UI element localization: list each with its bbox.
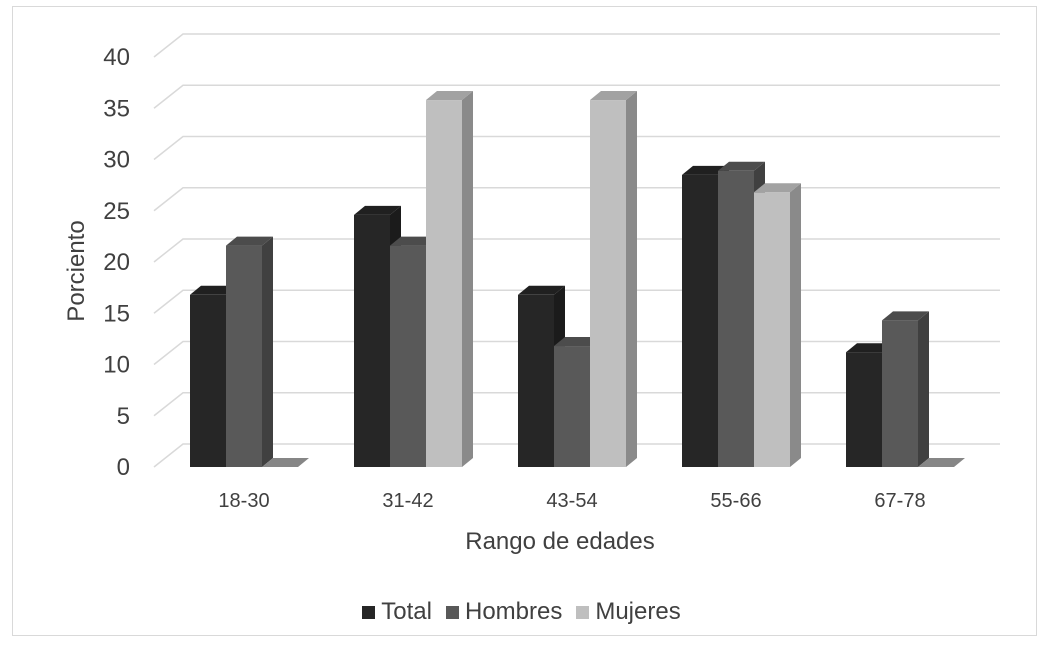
- x-tick-label: 55-66: [710, 490, 761, 512]
- bar-hombres-18-30: [226, 236, 273, 467]
- bars: [190, 91, 965, 468]
- bar-front: [846, 352, 882, 467]
- legend-label-mujeres: Mujeres: [595, 598, 681, 625]
- bar-side: [462, 91, 473, 468]
- legend-label-hombres: Hombres: [464, 598, 563, 625]
- x-tick-label: 43-54: [546, 490, 597, 512]
- bar-front: [682, 174, 718, 467]
- bar-front: [426, 100, 462, 468]
- y-tick-label: 5: [117, 403, 130, 430]
- bar-top: [682, 165, 729, 175]
- gridline: [153, 135, 1000, 161]
- bar-top: [718, 161, 765, 171]
- bar-hombres-67-78: [882, 311, 929, 467]
- x-tick-label: 31-42: [382, 490, 433, 512]
- bar-mujeres-67-78: [918, 458, 965, 467]
- legend-swatch-total: [362, 605, 376, 619]
- bar-mujeres-31-42: [426, 91, 473, 468]
- bar-zero: [918, 458, 965, 467]
- gridline: [153, 289, 1000, 314]
- legend-label-total: Total: [381, 598, 432, 625]
- bar-front: [882, 320, 918, 467]
- legend-item-mujeres: Mujeres: [576, 598, 681, 626]
- bar-top: [754, 183, 801, 193]
- bar-top: [554, 337, 601, 347]
- bar-front: [354, 214, 390, 467]
- bar-front: [226, 245, 262, 467]
- bar-mujeres-18-30: [262, 458, 309, 467]
- bar-top: [518, 285, 565, 295]
- legend-item-total: Total: [362, 598, 432, 626]
- bar-top: [190, 285, 237, 295]
- bar-top: [354, 205, 401, 215]
- bar-front: [590, 100, 626, 468]
- x-axis-label: Rango de edades: [465, 528, 655, 555]
- y-axis-ticks: 0 5 10 15 20 25 30 35 40: [103, 44, 130, 481]
- bar-top: [590, 91, 637, 101]
- y-tick-label: 25: [103, 198, 130, 225]
- y-tick-label: 20: [103, 249, 130, 276]
- bar-front: [190, 294, 226, 467]
- bar-front: [718, 170, 754, 467]
- gridline: [153, 84, 1000, 109]
- bar-top: [426, 91, 473, 101]
- bar-top: [882, 311, 929, 321]
- legend: Total Hombres Mujeres: [0, 598, 1043, 626]
- bar-side: [626, 91, 637, 468]
- x-tick-label: 67-78: [874, 490, 925, 512]
- y-tick-label: 0: [117, 454, 130, 481]
- bar-zero: [262, 458, 309, 467]
- gridline: [153, 238, 1000, 263]
- y-tick-label: 35: [103, 95, 130, 122]
- bar-top: [846, 343, 893, 353]
- bar-front: [754, 192, 790, 468]
- bar-front: [390, 245, 426, 467]
- bar-mujeres-55-66: [754, 183, 801, 468]
- bar-front: [554, 346, 590, 467]
- legend-swatch-hombres: [445, 605, 459, 619]
- y-tick-label: 10: [103, 352, 130, 379]
- y-axis-label: Porciento: [63, 220, 90, 321]
- bar-side: [262, 236, 273, 467]
- bar-side: [918, 311, 929, 467]
- bar-front: [518, 294, 554, 467]
- y-tick-label: 30: [103, 147, 130, 174]
- y-tick-label: 40: [103, 44, 130, 71]
- gridline: [153, 33, 1000, 58]
- legend-swatch-mujeres: [576, 605, 590, 619]
- gridline: [153, 187, 1000, 212]
- bar-mujeres-43-54: [590, 91, 637, 468]
- x-tick-label: 18-30: [218, 490, 269, 512]
- legend-item-hombres: Hombres: [445, 598, 563, 626]
- bar-top: [390, 236, 437, 246]
- x-axis-ticks: 18-30 31-42 43-54 55-66 67-78: [218, 490, 925, 512]
- y-tick-label: 15: [103, 300, 130, 327]
- bar-side: [790, 183, 801, 468]
- bar-top: [226, 236, 273, 246]
